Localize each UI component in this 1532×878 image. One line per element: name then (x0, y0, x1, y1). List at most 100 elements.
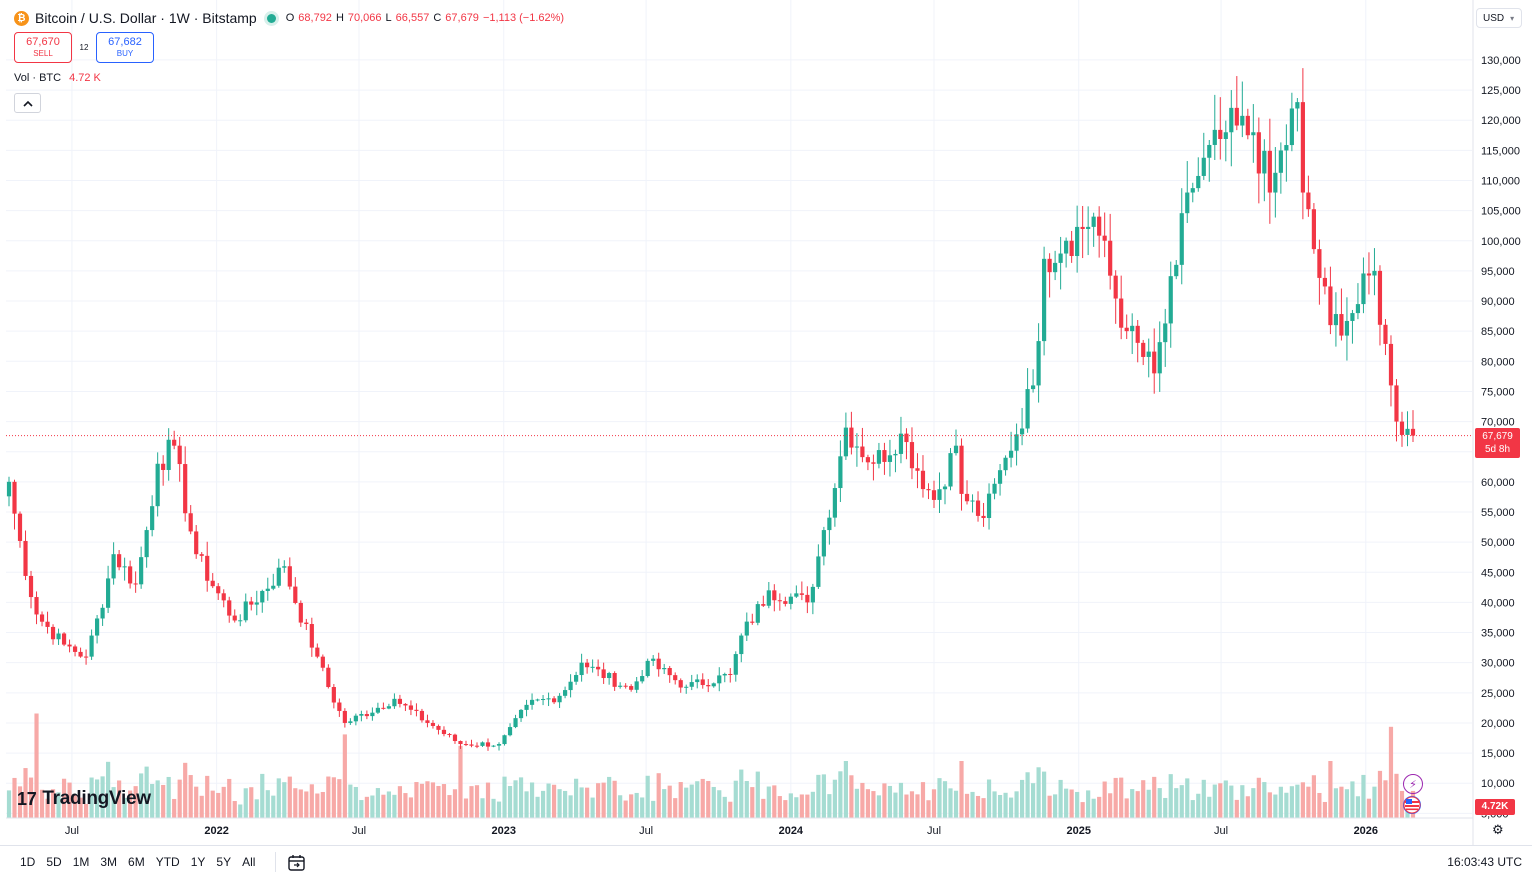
candle-body (1311, 209, 1316, 250)
candle-body (898, 433, 904, 454)
candle-body (997, 470, 1003, 484)
volume-bar (205, 775, 210, 818)
candle-body (480, 742, 485, 746)
candle-body (1113, 275, 1118, 299)
range-ytd[interactable]: YTD (155, 855, 180, 869)
candle-body (128, 566, 133, 584)
volume-bar (777, 796, 782, 818)
volume-bar (1372, 786, 1377, 818)
symbol-title[interactable]: Bitcoin / U.S. Dollar · 1W · Bitstamp (35, 10, 257, 26)
buy-button[interactable]: 67,682 BUY (96, 32, 154, 63)
currency-selector[interactable]: USD ▾ (1476, 8, 1522, 28)
volume-bar (1075, 791, 1080, 818)
calendar-goto-icon[interactable] (275, 852, 306, 872)
volume-bar (83, 803, 89, 818)
range-all[interactable]: All (242, 855, 256, 869)
candle-body (89, 635, 94, 657)
range-1y[interactable]: 1Y (190, 855, 206, 869)
time-tick-label: 2024 (779, 825, 804, 837)
volume-bar (997, 794, 1003, 818)
last-price-value: 67,679 (1482, 431, 1513, 442)
volume-bar (788, 793, 793, 818)
candle-body (986, 493, 992, 519)
candle-body (1300, 102, 1305, 193)
volume-bar (1300, 782, 1305, 818)
candle-body (469, 744, 474, 746)
volume-bar (408, 797, 414, 818)
volume-bar (915, 794, 920, 818)
candle-body (122, 566, 127, 568)
us-flag-icon[interactable] (1403, 796, 1421, 814)
candle-body (309, 624, 314, 648)
candle-body (651, 658, 656, 661)
candle-body (959, 445, 964, 494)
candle-body (1284, 145, 1289, 151)
candle-body (975, 500, 981, 516)
candle-body (375, 707, 380, 713)
time-tick-label: 2023 (492, 825, 516, 837)
gear-icon[interactable]: ⚙ (1492, 822, 1504, 837)
volume-bar (392, 794, 397, 818)
candle-body (513, 718, 518, 728)
candle-body (1163, 323, 1168, 343)
candle-body (271, 585, 276, 589)
volume-label: Vol · BTC (14, 72, 62, 84)
volume-bar (662, 789, 667, 818)
range-3m[interactable]: 3M (100, 855, 118, 869)
range-5y[interactable]: 5Y (216, 855, 232, 869)
lightning-icon[interactable]: ⚡ (1403, 774, 1423, 794)
candle-body (766, 590, 771, 606)
range-5d[interactable]: 5D (46, 855, 62, 869)
volume-bar (805, 794, 810, 818)
volume-bar (854, 788, 859, 818)
candle-body (139, 557, 144, 585)
tradingview-logo[interactable]: 17 TradingView (17, 788, 151, 810)
candle-body (1350, 313, 1355, 321)
tradingview-mark-icon: 17 (17, 788, 37, 809)
candle-body (865, 457, 871, 463)
candle-body (370, 712, 375, 717)
price-tick-label: 95,000 (1481, 266, 1515, 278)
sell-button[interactable]: 67,670 SELL (14, 32, 72, 63)
candle-body (1042, 258, 1047, 342)
range-6m[interactable]: 6M (128, 855, 145, 869)
ohlc-high-key: H (335, 12, 344, 24)
volume-bar (959, 761, 964, 818)
volume-bar (1322, 801, 1327, 818)
volume-bar (452, 789, 458, 818)
candle-body (485, 742, 491, 747)
price-tick-label: 30,000 (1481, 658, 1515, 670)
volume-bar (1036, 767, 1041, 818)
candle-body (441, 729, 447, 735)
candle-body (117, 554, 122, 568)
volume-bar (766, 786, 771, 818)
volume-bar (436, 785, 441, 818)
candle-body (1273, 172, 1278, 193)
candle-body (733, 654, 738, 675)
range-1d[interactable]: 1D (20, 855, 36, 869)
candle-body (623, 685, 628, 687)
candle-body (805, 594, 810, 603)
candle-body (1019, 428, 1025, 435)
candle-body (17, 513, 23, 541)
volume-bar (1141, 780, 1146, 818)
candle-body (871, 462, 876, 464)
utc-clock[interactable]: 16:03:43 UTC (1447, 855, 1522, 869)
candle-body (821, 530, 826, 557)
candle-body (111, 554, 116, 579)
volume-bar (155, 780, 160, 818)
candle-body (1344, 320, 1350, 336)
volume-bar (1025, 772, 1030, 818)
candle-body (1322, 277, 1327, 287)
volume-bar (100, 776, 105, 818)
volume-bar (144, 766, 149, 818)
volume-bar (89, 777, 94, 818)
chevron-down-icon: ▾ (1510, 13, 1515, 23)
bottom-toolbar: 1D 5D 1M 3M 6M YTD 1Y 5Y All 16:03:43 UT… (0, 845, 1532, 878)
range-1m[interactable]: 1M (72, 855, 90, 869)
volume-bar (45, 798, 50, 818)
volume-bar (667, 785, 672, 818)
collapse-legend-button[interactable] (14, 93, 41, 113)
candle-body (95, 618, 100, 636)
